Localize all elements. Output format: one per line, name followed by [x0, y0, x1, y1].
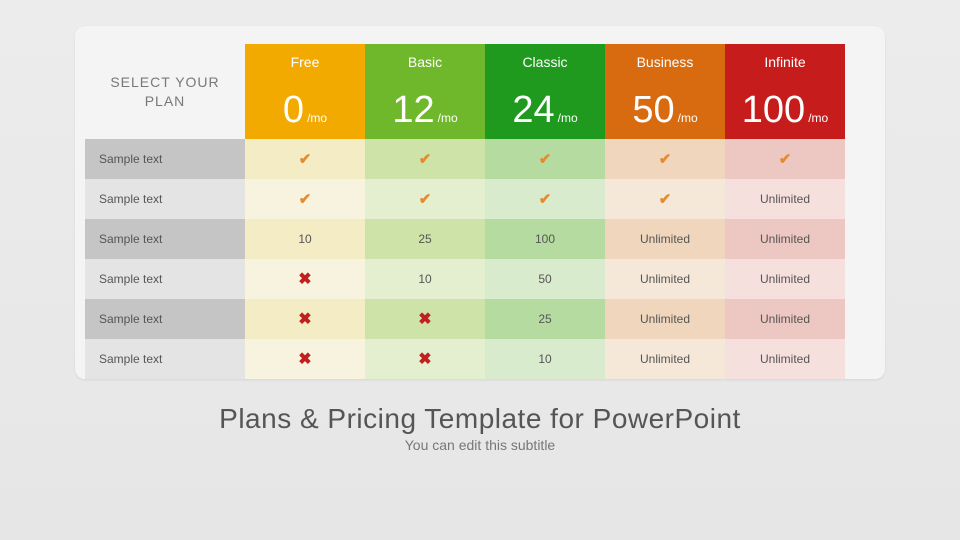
plan-header-free[interactable]: Free 0/mo [245, 44, 365, 139]
feature-text: Unlimited [640, 312, 690, 326]
check-icon: ✔ [539, 190, 552, 208]
feature-cell: Unlimited [605, 219, 725, 259]
plan-name: Free [291, 54, 320, 70]
cross-icon: ✖ [298, 349, 311, 369]
plan-header-infinite[interactable]: Infinite 100/mo [725, 44, 845, 139]
feature-cell: 10 [485, 339, 605, 379]
feature-cell: ✔ [365, 179, 485, 219]
check-icon: ✔ [779, 150, 792, 168]
feature-cell: ✔ [725, 139, 845, 179]
pricing-grid: SELECT YOURPLANFree0/moBasic12/moClassic… [85, 44, 855, 379]
feature-text: 25 [538, 312, 551, 326]
feature-text: 100 [535, 232, 555, 246]
plan-price-value: 0 [283, 91, 304, 129]
feature-cell: 10 [245, 219, 365, 259]
feature-cell: 10 [365, 259, 485, 299]
feature-cell: Unlimited [725, 179, 845, 219]
row-label: Sample text [85, 219, 245, 259]
feature-text: Unlimited [760, 272, 810, 286]
feature-cell: ✖ [245, 259, 365, 299]
plan-price-unit: /mo [558, 111, 578, 125]
feature-text: 10 [538, 352, 551, 366]
selector-label: SELECT YOURPLAN [85, 44, 245, 139]
feature-cell: Unlimited [605, 299, 725, 339]
feature-cell: ✔ [485, 139, 605, 179]
feature-cell: ✔ [605, 139, 725, 179]
plan-price-unit: /mo [307, 111, 327, 125]
plan-price-value: 50 [632, 91, 674, 129]
feature-cell: 100 [485, 219, 605, 259]
feature-cell: 25 [485, 299, 605, 339]
page-subtitle: You can edit this subtitle [219, 437, 741, 453]
feature-cell: ✖ [245, 339, 365, 379]
plan-price-unit: /mo [808, 111, 828, 125]
plan-header-classic[interactable]: Classic 24/mo [485, 44, 605, 139]
plan-price: 100/mo [742, 91, 828, 129]
feature-text: Unlimited [760, 312, 810, 326]
plan-name: Business [637, 54, 694, 70]
feature-cell: 50 [485, 259, 605, 299]
feature-text: Unlimited [640, 232, 690, 246]
check-icon: ✔ [419, 190, 432, 208]
feature-cell: Unlimited [725, 339, 845, 379]
plan-price: 0/mo [283, 91, 327, 129]
cross-icon: ✖ [298, 269, 311, 289]
plan-header-basic[interactable]: Basic 12/mo [365, 44, 485, 139]
check-icon: ✔ [659, 190, 672, 208]
feature-text: Unlimited [640, 352, 690, 366]
check-icon: ✔ [419, 150, 432, 168]
feature-cell: ✔ [605, 179, 725, 219]
feature-cell: ✔ [245, 139, 365, 179]
feature-text: 50 [538, 272, 551, 286]
feature-cell: ✖ [365, 339, 485, 379]
plan-price-value: 24 [512, 91, 554, 129]
plan-name: Infinite [764, 54, 805, 70]
feature-text: Unlimited [760, 352, 810, 366]
check-icon: ✔ [299, 150, 312, 168]
check-icon: ✔ [299, 190, 312, 208]
check-icon: ✔ [539, 150, 552, 168]
plan-price: 24/mo [512, 91, 577, 129]
feature-cell: Unlimited [725, 259, 845, 299]
cross-icon: ✖ [298, 309, 311, 329]
check-icon: ✔ [659, 150, 672, 168]
plan-price-unit: /mo [678, 111, 698, 125]
feature-text: Unlimited [760, 192, 810, 206]
feature-cell: 25 [365, 219, 485, 259]
feature-cell: Unlimited [605, 339, 725, 379]
row-label: Sample text [85, 139, 245, 179]
plan-name: Classic [522, 54, 567, 70]
feature-cell: ✖ [365, 299, 485, 339]
titles-block: Plans & Pricing Template for PowerPoint … [219, 403, 741, 453]
plan-header-business[interactable]: Business 50/mo [605, 44, 725, 139]
plan-name: Basic [408, 54, 442, 70]
feature-text: 25 [418, 232, 431, 246]
row-label: Sample text [85, 299, 245, 339]
row-label: Sample text [85, 339, 245, 379]
cross-icon: ✖ [418, 309, 431, 329]
feature-cell: ✔ [245, 179, 365, 219]
plan-price-value: 12 [392, 91, 434, 129]
feature-text: 10 [418, 272, 431, 286]
row-label: Sample text [85, 259, 245, 299]
row-label: Sample text [85, 179, 245, 219]
plan-price-value: 100 [742, 91, 805, 129]
cross-icon: ✖ [418, 349, 431, 369]
feature-text: Unlimited [760, 232, 810, 246]
feature-cell: Unlimited [725, 299, 845, 339]
feature-cell: ✖ [245, 299, 365, 339]
plan-price: 12/mo [392, 91, 457, 129]
feature-cell: ✔ [365, 139, 485, 179]
page-title: Plans & Pricing Template for PowerPoint [219, 403, 741, 435]
feature-cell: Unlimited [605, 259, 725, 299]
feature-cell: ✔ [485, 179, 605, 219]
pricing-card: SELECT YOURPLANFree0/moBasic12/moClassic… [75, 26, 885, 379]
feature-text: Unlimited [640, 272, 690, 286]
feature-cell: Unlimited [725, 219, 845, 259]
plan-price-unit: /mo [438, 111, 458, 125]
feature-text: 10 [298, 232, 311, 246]
plan-price: 50/mo [632, 91, 697, 129]
